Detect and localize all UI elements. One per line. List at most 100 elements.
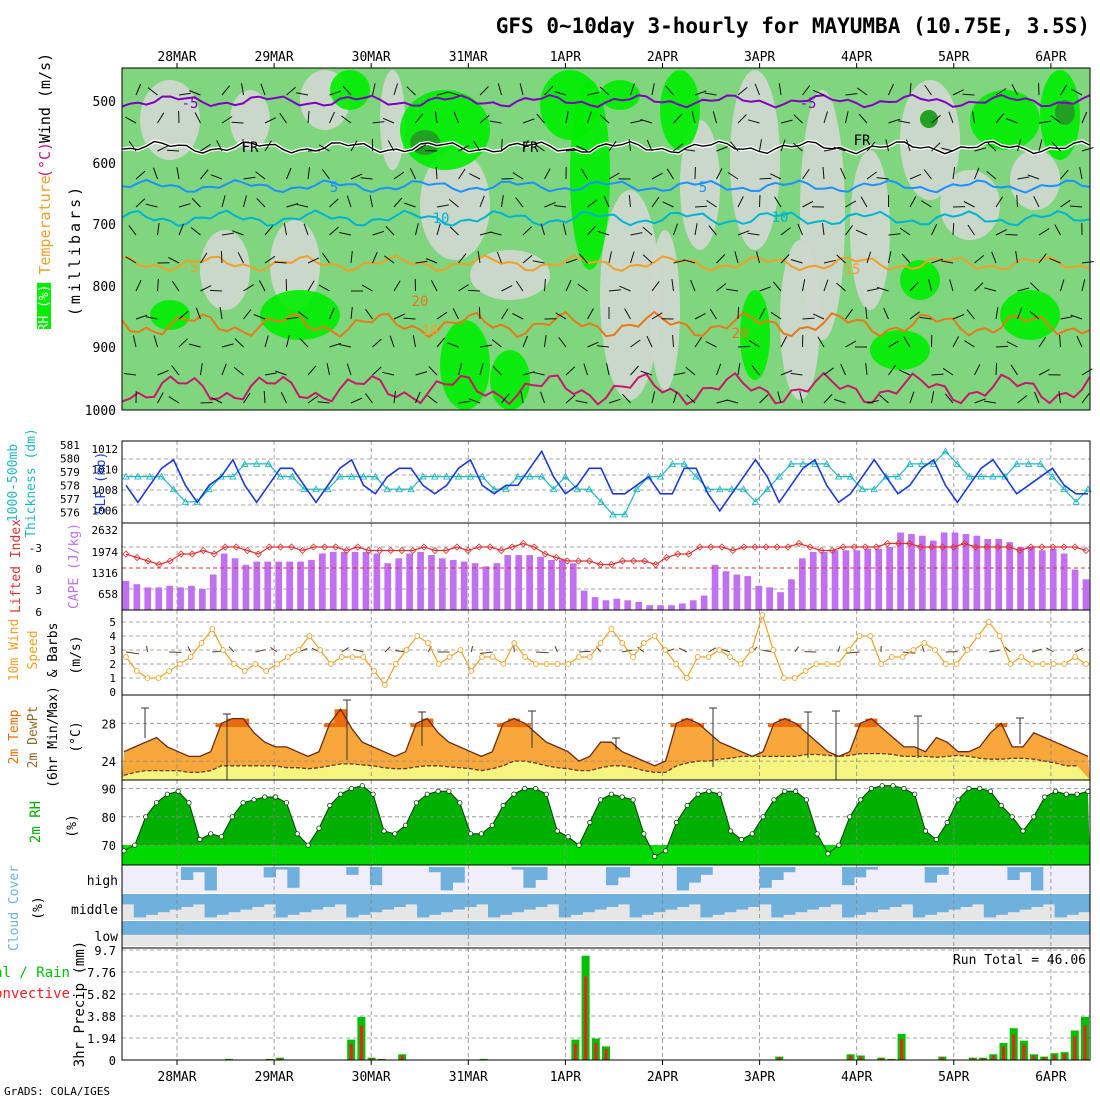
thickness-line-point xyxy=(181,497,190,505)
wind-barb xyxy=(195,307,201,320)
wind-barb xyxy=(673,259,686,264)
thickness-line-point xyxy=(775,472,783,480)
li-tick-label: -3 xyxy=(29,542,42,555)
surface-wind-barb xyxy=(479,651,493,654)
lifted-index-point xyxy=(122,550,130,558)
thickness-line-point xyxy=(870,485,878,493)
chart-title: GFS 0~10day 3-hourly for MAYUMBA (10.75E… xyxy=(496,14,1090,38)
cape-bar xyxy=(548,559,555,610)
lifted-index-point xyxy=(210,550,218,558)
lifted-index-point xyxy=(287,543,296,551)
cloud-cover-bar xyxy=(133,894,147,918)
precip-convective-bar xyxy=(1063,1053,1067,1060)
lifted-index-point xyxy=(354,543,362,551)
wind-barb xyxy=(640,119,653,124)
lifted-index-point xyxy=(232,543,240,551)
lifted-index-point xyxy=(950,543,958,551)
wind-barb xyxy=(952,336,960,348)
rh2m-point xyxy=(554,828,560,834)
lifted-index-point xyxy=(464,546,472,555)
wind-speed-point xyxy=(1007,661,1014,667)
wind-barb xyxy=(987,142,997,152)
cloud-cover-bar xyxy=(924,894,937,915)
cape-bar xyxy=(831,550,839,610)
rh-tick-label: 80 xyxy=(102,811,116,825)
wind-barb xyxy=(630,339,641,348)
lifted-index-point xyxy=(1071,543,1079,551)
wind-speed-point xyxy=(349,654,356,660)
thickness-line-point xyxy=(312,485,320,493)
wind-barb xyxy=(995,196,1003,208)
cloud-cover-bar xyxy=(251,894,265,907)
wind-barb xyxy=(802,279,806,292)
wind-barb xyxy=(221,343,234,348)
temp-max-highlight xyxy=(767,723,780,728)
wind-barb xyxy=(756,251,760,264)
cloud-cover-bar xyxy=(523,921,536,935)
thickness-line-point xyxy=(264,460,273,467)
wind-barb xyxy=(898,369,911,376)
wind-barb xyxy=(436,223,441,236)
cloud-cover-bar xyxy=(771,921,784,935)
wind-barb xyxy=(694,312,706,320)
wind-barb xyxy=(651,281,660,292)
cloud-cover-bar xyxy=(617,894,631,905)
wind-barb xyxy=(157,278,159,292)
rh2m-point xyxy=(673,819,680,826)
cloud-cover-bar xyxy=(535,894,548,907)
wind-barb xyxy=(587,199,598,208)
cloud-cover-bar xyxy=(1042,921,1056,935)
wind-barb xyxy=(219,307,223,320)
temp-max-highlight xyxy=(854,723,867,728)
rh2m-point xyxy=(782,788,788,794)
thickness-line-point xyxy=(514,472,522,480)
cape-bar xyxy=(439,558,446,610)
cloud-cover-bar xyxy=(712,921,725,935)
wind-barb xyxy=(704,92,717,96)
date-label-top: 6APR xyxy=(1035,50,1066,65)
lifted-index-point xyxy=(574,557,582,565)
wind-barb xyxy=(799,391,803,404)
precip-tick-label: 1.94 xyxy=(87,1032,116,1046)
cloud-cover-bar xyxy=(275,921,288,935)
date-label-bottom: 6APR xyxy=(1035,1070,1066,1085)
cape-bar xyxy=(231,558,239,610)
thickness-line-point xyxy=(894,472,902,480)
wind-barb xyxy=(949,279,954,292)
cape-bar xyxy=(777,592,784,610)
cape-bar xyxy=(515,555,523,610)
wind-barb xyxy=(1049,257,1061,264)
wind-speed-point xyxy=(274,661,280,667)
cloud-cover-bar xyxy=(1054,894,1067,918)
thickness-line-point xyxy=(989,472,997,480)
wind-barb xyxy=(812,313,825,320)
wind-barb xyxy=(135,279,142,292)
cloud-cover-bar xyxy=(688,867,701,883)
wind-barb xyxy=(178,310,189,320)
thickness-line-point xyxy=(906,460,914,467)
wind-barb xyxy=(153,167,158,180)
thickness-line-point xyxy=(561,472,570,480)
cape-bar xyxy=(613,598,621,610)
cloud-cover-bar xyxy=(983,894,997,918)
rh-high-area xyxy=(660,70,700,150)
surface-wind-barb xyxy=(622,649,633,653)
wind-barb xyxy=(673,372,686,376)
wind-barb xyxy=(434,111,438,124)
wind-barb xyxy=(458,168,466,180)
thickness-line-point xyxy=(917,460,926,467)
cloud-cover-bar xyxy=(818,921,831,935)
wind-barb xyxy=(888,364,896,376)
wind-barb xyxy=(577,283,588,292)
cloud-cover-bar xyxy=(346,894,359,918)
contour-label: -5 xyxy=(800,96,817,112)
precip-convective-bar xyxy=(849,1055,853,1060)
wind-barb xyxy=(931,258,943,264)
wind-barb xyxy=(350,397,363,404)
wind-barb xyxy=(1005,234,1018,236)
rh2m-point xyxy=(738,836,745,843)
wind-barb xyxy=(1038,336,1047,348)
contour-label: FR xyxy=(854,133,871,149)
wind-speed-point xyxy=(845,647,852,653)
